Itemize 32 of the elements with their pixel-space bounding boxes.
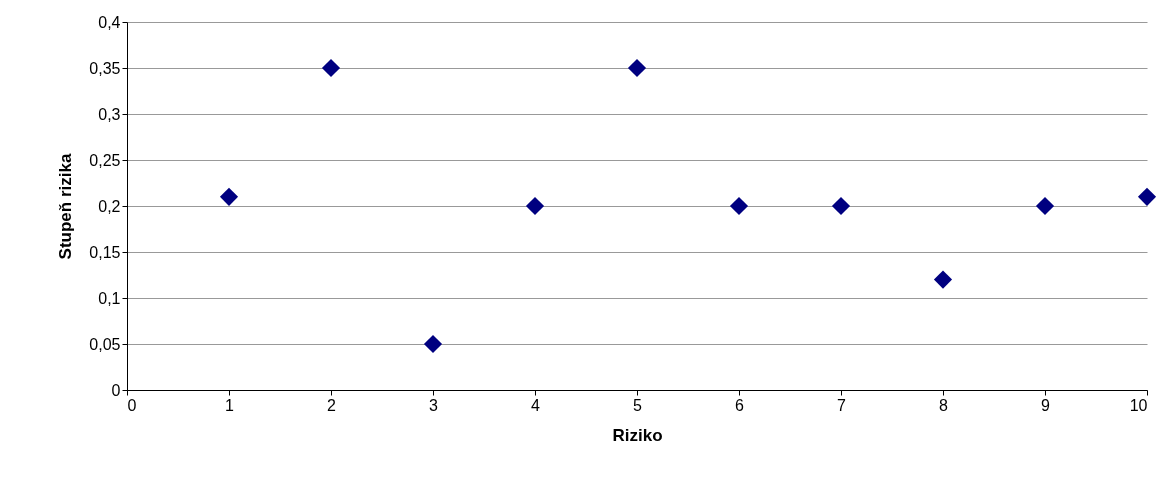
point [1035,196,1055,216]
y-tick-label: 0,4 [98,13,121,31]
point [933,270,953,289]
point [831,196,851,216]
x-tick-label: 1 [225,396,235,414]
x-tick-label: 9 [1041,396,1051,414]
point [219,187,239,206]
y-tick-label: 0,3 [98,105,121,123]
point [525,196,545,216]
x-tick-label: 4 [531,396,541,414]
x-tick-label: 6 [735,396,745,414]
x-tick-label: 8 [939,396,949,414]
y-tick-label: 0,35 [89,59,121,77]
x-tick-label: 3 [429,396,439,414]
point [1137,187,1157,206]
y-tick-label: 0,15 [89,243,121,261]
x-tick-label: 0 [127,396,137,414]
point [321,58,341,78]
x-tick-label: 5 [633,396,643,414]
x-tick-label: 2 [327,396,337,414]
point [627,58,647,78]
y-tick-label: 0,2 [98,197,121,215]
x-tick-label: 10 [1129,396,1148,414]
point [423,334,443,354]
y-tick-label: 0,25 [89,151,121,169]
x-tick-label: 7 [837,396,847,414]
y-tick-label: 0,1 [98,289,121,307]
y-tick-label: 0 [111,381,121,399]
point [729,196,749,216]
y-axis-title: Stupeň rizika [56,153,76,260]
y-tick-label: 0,05 [89,335,121,353]
x-axis-title: Riziko [612,425,663,445]
